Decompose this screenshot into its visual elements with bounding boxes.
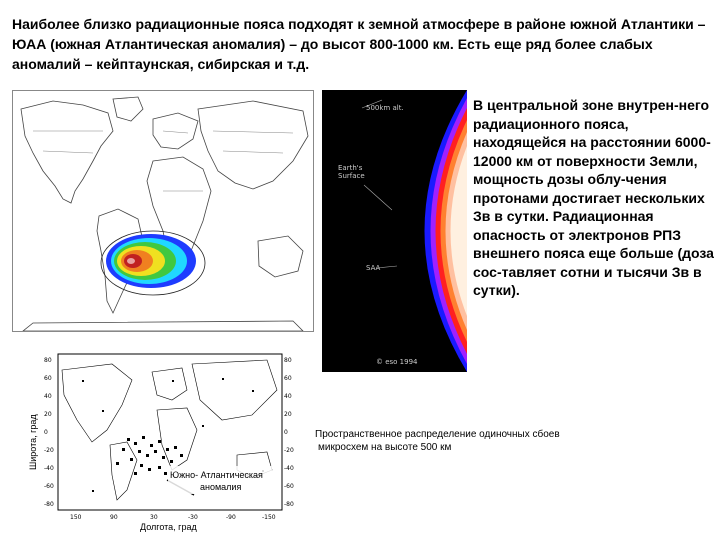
y-tick-right-8: -80 — [284, 501, 294, 508]
x-tick-1: 90 — [110, 514, 118, 521]
x-tick-3: -30 — [188, 514, 198, 521]
y-tick-right-0: 80 — [284, 357, 292, 364]
side-text: В центральной зоне внутрен-него радиацио… — [473, 97, 714, 298]
caption-line-1: Пространственное распределение одиночных… — [315, 429, 560, 440]
y-tick-left-1: 60 — [44, 375, 52, 382]
y-tick-left-5: -20 — [44, 447, 54, 454]
saa-label-copyright: © eso 1994 — [376, 358, 418, 366]
x-tick-4: -90 — [226, 514, 236, 521]
intro-text: Наиболее близко радиационные пояса подхо… — [12, 16, 706, 72]
seu-map-image: 80 60 40 20 0 -20 -40 -60 -80 80 60 40 2… — [28, 353, 294, 532]
world-map-saa — [12, 90, 314, 332]
y-tick-left-3: 20 — [44, 411, 52, 418]
x-tick-0: 150 — [70, 514, 82, 521]
y-axis-label: Широта, град — [28, 414, 38, 470]
y-tick-right-7: -60 — [284, 483, 294, 490]
saa-annotation-2: аномалия — [200, 482, 241, 492]
figure-caption: Пространственное распределение одиночных… — [315, 428, 695, 454]
caption-line-2: микросхем на высоте 500 км — [318, 442, 452, 453]
saa-label-surface-1: Earth's — [338, 164, 363, 172]
saa-label-saa: SAA — [366, 264, 381, 272]
y-tick-left-8: -80 — [44, 501, 54, 508]
y-tick-right-4: 0 — [284, 429, 288, 436]
y-tick-left-7: -60 — [44, 483, 54, 490]
y-tick-right-2: 40 — [284, 393, 292, 400]
y-tick-right-5: -20 — [284, 447, 294, 454]
saa-label-altitude: 500km alt. — [366, 104, 404, 112]
x-tick-5: -150 — [262, 514, 276, 521]
seu-map: 80 60 40 20 0 -20 -40 -60 -80 80 60 40 2… — [22, 350, 312, 535]
x-tick-2: 30 — [150, 514, 158, 521]
y-tick-left-2: 40 — [44, 393, 52, 400]
y-tick-right-1: 60 — [284, 375, 292, 382]
saa-label-surface-2: Surface — [338, 172, 365, 180]
y-tick-right-3: 20 — [284, 411, 292, 418]
y-tick-left-6: -40 — [44, 465, 54, 472]
x-axis-label: Долгота, град — [140, 522, 197, 532]
y-tick-left-0: 80 — [44, 357, 52, 364]
world-map-image — [13, 91, 313, 331]
radiation-belt-image — [322, 90, 467, 372]
y-tick-left-4: 0 — [44, 429, 48, 436]
saa-cross-section: 500km alt. Earth's Surface SAA © eso 199… — [322, 90, 467, 372]
saa-annotation-1: Южно- Атлантическая — [170, 470, 263, 480]
y-tick-right-6: -40 — [284, 465, 294, 472]
